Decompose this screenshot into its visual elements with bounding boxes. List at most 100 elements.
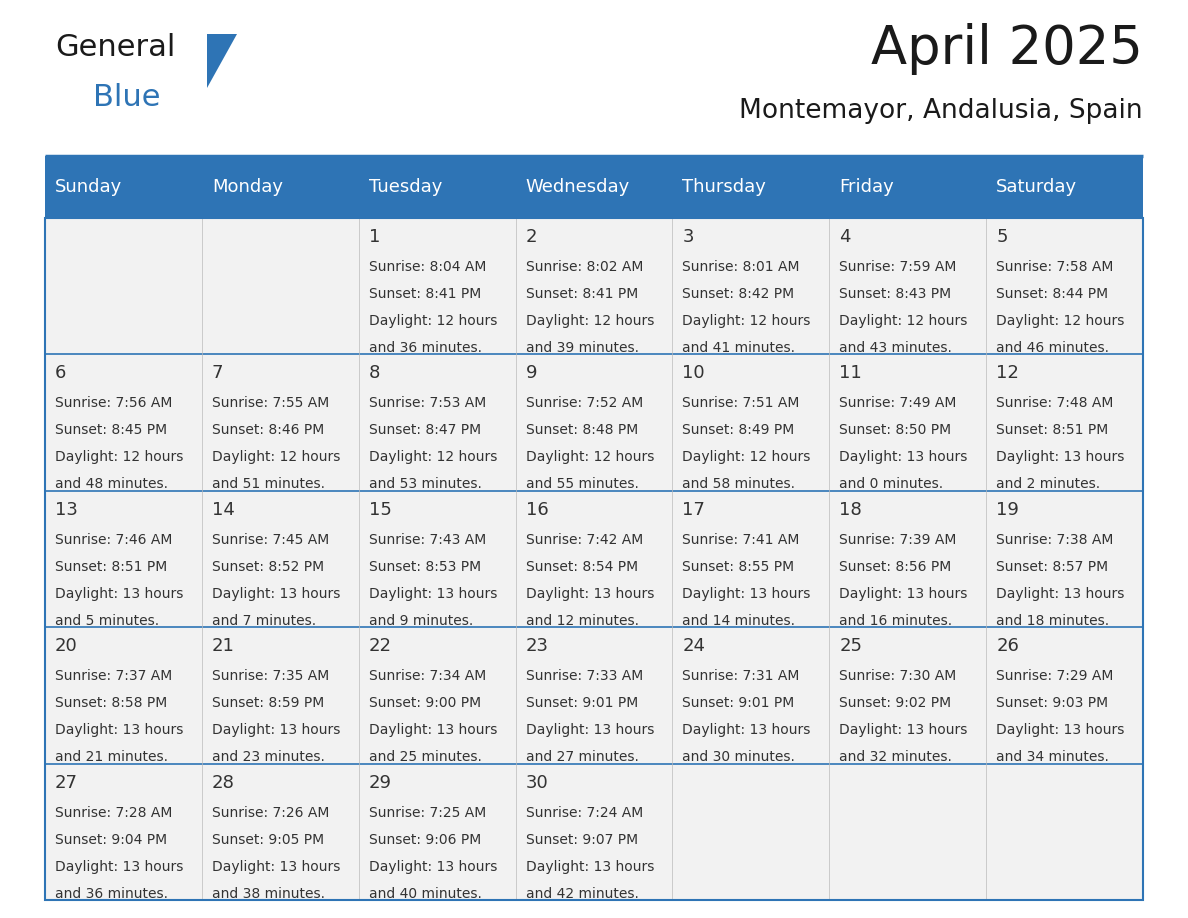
Bar (829, 491, 986, 627)
Text: Daylight: 13 hours: Daylight: 13 hours (839, 723, 968, 737)
Text: Sunset: 8:52 PM: Sunset: 8:52 PM (211, 560, 324, 574)
Text: 25: 25 (839, 637, 862, 655)
Bar (986, 627, 1143, 764)
Text: and 2 minutes.: and 2 minutes. (997, 477, 1100, 491)
Text: Sunset: 8:49 PM: Sunset: 8:49 PM (682, 423, 795, 437)
Bar (672, 218, 829, 354)
Text: Sunrise: 7:58 AM: Sunrise: 7:58 AM (997, 260, 1113, 274)
Text: Daylight: 12 hours: Daylight: 12 hours (211, 451, 340, 465)
Text: 21: 21 (211, 637, 235, 655)
Bar (202, 354, 359, 491)
Text: Daylight: 12 hours: Daylight: 12 hours (368, 451, 497, 465)
Text: 16: 16 (525, 501, 549, 519)
Text: Saturday: Saturday (997, 178, 1078, 196)
Text: 6: 6 (55, 364, 67, 383)
Text: and 51 minutes.: and 51 minutes. (211, 477, 324, 491)
Text: 9: 9 (525, 364, 537, 383)
Text: Blue: Blue (93, 83, 160, 112)
Text: and 25 minutes.: and 25 minutes. (368, 750, 481, 764)
Bar (986, 354, 1143, 491)
Bar (516, 764, 672, 900)
Text: Sunrise: 7:28 AM: Sunrise: 7:28 AM (55, 806, 172, 820)
Text: Sunset: 8:41 PM: Sunset: 8:41 PM (368, 287, 481, 301)
Text: and 7 minutes.: and 7 minutes. (211, 614, 316, 628)
Bar (359, 218, 516, 354)
Text: Sunset: 8:57 PM: Sunset: 8:57 PM (997, 560, 1108, 574)
Text: Sunrise: 7:49 AM: Sunrise: 7:49 AM (839, 397, 956, 410)
Text: Daylight: 12 hours: Daylight: 12 hours (525, 451, 653, 465)
Text: Sunrise: 7:39 AM: Sunrise: 7:39 AM (839, 532, 956, 547)
Text: and 55 minutes.: and 55 minutes. (525, 477, 638, 491)
Text: Daylight: 13 hours: Daylight: 13 hours (525, 723, 653, 737)
Bar (202, 491, 359, 627)
Text: and 36 minutes.: and 36 minutes. (55, 887, 168, 901)
Text: 22: 22 (368, 637, 392, 655)
Text: 15: 15 (368, 501, 392, 519)
Bar (45, 218, 1143, 900)
Text: Daylight: 13 hours: Daylight: 13 hours (997, 587, 1125, 600)
Text: Sunrise: 7:56 AM: Sunrise: 7:56 AM (55, 397, 172, 410)
Text: Sunset: 9:05 PM: Sunset: 9:05 PM (211, 833, 324, 846)
Text: Daylight: 12 hours: Daylight: 12 hours (839, 314, 968, 328)
Text: Sunset: 8:59 PM: Sunset: 8:59 PM (211, 696, 324, 711)
Text: and 34 minutes.: and 34 minutes. (997, 750, 1110, 764)
Text: Sunset: 8:45 PM: Sunset: 8:45 PM (55, 423, 168, 437)
Text: Sunset: 8:41 PM: Sunset: 8:41 PM (525, 287, 638, 301)
Text: Sunrise: 7:45 AM: Sunrise: 7:45 AM (211, 532, 329, 547)
Text: and 42 minutes.: and 42 minutes. (525, 887, 638, 901)
Text: Sunset: 8:46 PM: Sunset: 8:46 PM (211, 423, 324, 437)
Text: and 23 minutes.: and 23 minutes. (211, 750, 324, 764)
Text: and 41 minutes.: and 41 minutes. (682, 341, 796, 355)
Text: and 38 minutes.: and 38 minutes. (211, 887, 324, 901)
Text: Daylight: 12 hours: Daylight: 12 hours (368, 314, 497, 328)
Text: 8: 8 (368, 364, 380, 383)
Text: Sunrise: 8:04 AM: Sunrise: 8:04 AM (368, 260, 486, 274)
Bar (359, 491, 516, 627)
Text: Sunset: 8:58 PM: Sunset: 8:58 PM (55, 696, 168, 711)
Text: 12: 12 (997, 364, 1019, 383)
Text: and 43 minutes.: and 43 minutes. (839, 341, 952, 355)
Bar (359, 764, 516, 900)
Text: Thursday: Thursday (682, 178, 766, 196)
Text: Sunset: 8:50 PM: Sunset: 8:50 PM (839, 423, 952, 437)
Text: Tuesday: Tuesday (368, 178, 442, 196)
Polygon shape (207, 34, 236, 88)
Bar (516, 491, 672, 627)
Text: Daylight: 13 hours: Daylight: 13 hours (368, 587, 497, 600)
Text: Sunrise: 7:31 AM: Sunrise: 7:31 AM (682, 669, 800, 683)
Bar (672, 764, 829, 900)
Bar (516, 354, 672, 491)
Text: Sunrise: 8:02 AM: Sunrise: 8:02 AM (525, 260, 643, 274)
Bar (45, 354, 202, 491)
Text: 13: 13 (55, 501, 78, 519)
Text: Sunset: 9:02 PM: Sunset: 9:02 PM (839, 696, 952, 711)
Text: April 2025: April 2025 (871, 23, 1143, 75)
Text: Sunset: 9:01 PM: Sunset: 9:01 PM (525, 696, 638, 711)
Text: Sunset: 9:06 PM: Sunset: 9:06 PM (368, 833, 481, 846)
Text: and 12 minutes.: and 12 minutes. (525, 614, 639, 628)
Text: Sunrise: 7:43 AM: Sunrise: 7:43 AM (368, 532, 486, 547)
Text: and 39 minutes.: and 39 minutes. (525, 341, 639, 355)
Bar (202, 627, 359, 764)
Text: Sunrise: 7:35 AM: Sunrise: 7:35 AM (211, 669, 329, 683)
Text: Daylight: 13 hours: Daylight: 13 hours (211, 723, 340, 737)
Text: Daylight: 13 hours: Daylight: 13 hours (55, 859, 183, 874)
Text: Daylight: 12 hours: Daylight: 12 hours (682, 314, 810, 328)
Text: and 58 minutes.: and 58 minutes. (682, 477, 796, 491)
Text: 30: 30 (525, 774, 549, 791)
Text: Sunrise: 7:24 AM: Sunrise: 7:24 AM (525, 806, 643, 820)
Text: Sunrise: 7:59 AM: Sunrise: 7:59 AM (839, 260, 956, 274)
Text: Sunset: 9:04 PM: Sunset: 9:04 PM (55, 833, 168, 846)
Text: Wednesday: Wednesday (525, 178, 630, 196)
Bar (986, 764, 1143, 900)
Text: Sunrise: 7:52 AM: Sunrise: 7:52 AM (525, 397, 643, 410)
Bar (829, 354, 986, 491)
Text: and 14 minutes.: and 14 minutes. (682, 614, 796, 628)
Bar (359, 627, 516, 764)
Text: General: General (55, 33, 176, 62)
Text: Sunday: Sunday (55, 178, 122, 196)
Bar (829, 764, 986, 900)
Text: Sunset: 9:07 PM: Sunset: 9:07 PM (525, 833, 638, 846)
Text: Sunset: 9:00 PM: Sunset: 9:00 PM (368, 696, 481, 711)
Text: and 21 minutes.: and 21 minutes. (55, 750, 168, 764)
